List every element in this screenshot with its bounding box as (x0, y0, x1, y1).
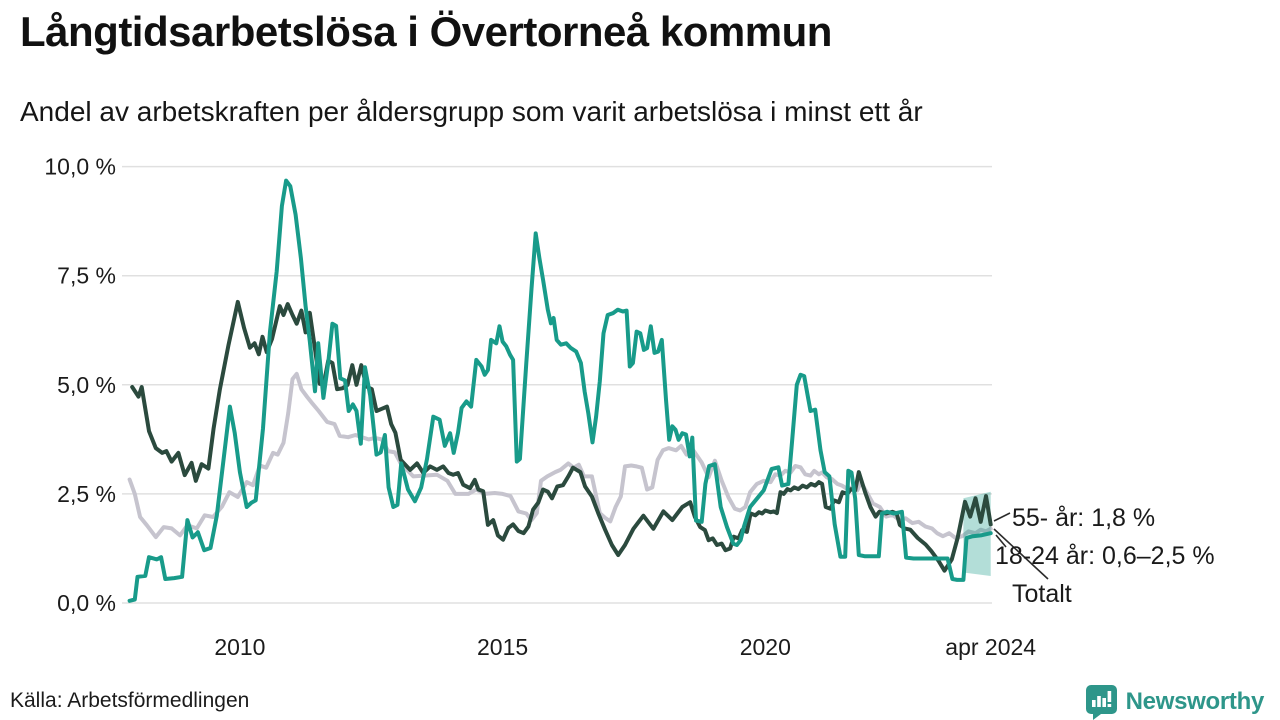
y-tick-label: 7,5 % (57, 263, 116, 289)
annotation-connector (995, 534, 1007, 548)
y-tick-label: 5,0 % (57, 372, 116, 398)
annotation-totalt: Totalt (1012, 580, 1072, 608)
newsworthy-wordmark: Newsworthy (1125, 688, 1265, 715)
series-line-dark_green (130, 299, 993, 573)
x-tick-label: 2015 (477, 634, 528, 660)
y-tick-label: 2,5 % (57, 481, 116, 507)
newsworthy-logo[interactable]: Newsworthy (1085, 684, 1264, 720)
source-note: Källa: Arbetsförmedlingen (10, 689, 250, 712)
annotation-18-24-ar: 18-24 år: 0,6–2,5 % (995, 542, 1215, 570)
x-tick-label: 2020 (740, 634, 791, 660)
page-subtitle: Andel av arbetskraften per åldersgrupp s… (20, 96, 923, 127)
y-tick-label: 0,0 % (57, 590, 116, 616)
x-tick-label: 2010 (214, 634, 265, 660)
series-line-teal (127, 178, 993, 603)
annotation-connector (993, 528, 1049, 580)
annotation-55-ar: 55- år: 1,8 % (1012, 504, 1156, 532)
newsworthy-bubble-chart-icon (1085, 685, 1117, 720)
x-tick-label: apr 2024 (945, 634, 1036, 660)
y-tick-label: 10,0 % (44, 154, 116, 180)
annotation-connector (993, 512, 1011, 522)
page-title: Långtidsarbetslösa i Övertorneå kommun (20, 8, 832, 55)
